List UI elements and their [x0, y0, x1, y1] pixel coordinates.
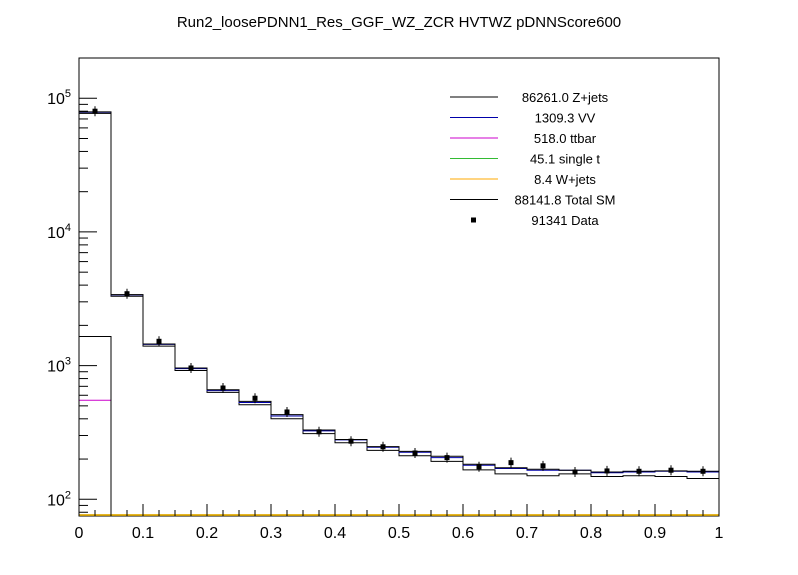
data-point-marker [572, 469, 578, 475]
series-line-0 [78, 112, 720, 516]
x-tick-label: 0.1 [132, 525, 154, 542]
legend-label: 45.1 single t [530, 152, 600, 167]
data-point-marker [316, 429, 322, 435]
data-point [476, 461, 482, 472]
legend-label: 8.4 W+jets [534, 172, 596, 187]
data-point [572, 467, 578, 478]
legend-entry: 518.0 ttbar [450, 131, 597, 146]
data-point-marker [508, 460, 514, 466]
data-point-marker [252, 395, 258, 401]
legend-entry: 86261.0 Z+jets [450, 90, 609, 105]
x-tick-label: 0.4 [324, 525, 346, 542]
data-point [188, 362, 194, 373]
data-point [700, 466, 706, 477]
data-point-marker [668, 467, 674, 473]
data-point [540, 460, 546, 471]
x-tick-label: 0.9 [644, 525, 666, 542]
data-point-marker [540, 463, 546, 469]
data-point [380, 441, 386, 452]
data-point [156, 336, 162, 347]
legend-entry: 1309.3 VV [450, 111, 596, 126]
data-point [92, 106, 98, 117]
data-point-marker [444, 455, 450, 461]
y-tick-label: 102 [47, 489, 71, 509]
data-point-marker [604, 468, 610, 474]
data-point-marker [348, 438, 354, 444]
legend-entry: 8.4 W+jets [450, 172, 596, 187]
data-point-marker [412, 450, 418, 456]
y-tick-label: 105 [47, 88, 71, 108]
data-point-marker [220, 385, 226, 391]
x-tick-label: 0 [75, 525, 84, 542]
data-point-marker [700, 468, 706, 474]
data-point [284, 406, 290, 417]
x-tick-label: 0.6 [452, 525, 474, 542]
data-point-marker [188, 365, 194, 371]
legend: 86261.0 Z+jets 1309.3 VV 518.0 ttbar 45.1 s… [450, 90, 615, 228]
legend-entry: 88141.8 Total SM [450, 193, 615, 208]
chart-title: Run2_loosePDNN1_Res_GGF_WZ_ZCR HVTWZ pDN… [177, 14, 621, 31]
legend-label: 88141.8 Total SM [515, 193, 616, 208]
legend-label: 1309.3 VV [535, 111, 596, 126]
y-tick-label: 104 [47, 222, 71, 242]
data-point-marker [380, 444, 386, 450]
data-point [316, 426, 322, 437]
legend-point-marker [471, 217, 476, 223]
data-point [604, 465, 610, 476]
x-tick-label: 0.5 [388, 525, 410, 542]
legend-label: 518.0 ttbar [534, 131, 597, 146]
data-point [124, 288, 130, 299]
data-point [508, 457, 514, 468]
legend-entry: 45.1 single t [450, 152, 600, 167]
x-tick-label: 0.3 [260, 525, 282, 542]
data-point [444, 452, 450, 463]
data-point [636, 466, 642, 477]
data-point [412, 447, 418, 458]
data-point [220, 383, 226, 394]
data-points-layer [92, 106, 706, 478]
series-layer [78, 111, 720, 516]
series-line-5 [78, 111, 720, 516]
data-point-marker [92, 108, 98, 114]
x-tick-label: 1 [715, 525, 724, 542]
data-point [668, 465, 674, 476]
axes-layer: 0 0.1 0.2 0.3 0.4 0.5 0.6 0.7 0.8 0.9 1 102 103 104 10… [47, 57, 724, 542]
data-point-marker [124, 291, 130, 297]
data-point-marker [156, 338, 162, 344]
x-tick-label: 0.8 [580, 525, 602, 542]
x-tick-label: 0.2 [196, 525, 218, 542]
y-tick-label: 103 [47, 356, 71, 376]
data-point-marker [636, 468, 642, 474]
legend-label: 86261.0 Z+jets [522, 90, 609, 105]
data-point [348, 436, 354, 447]
extra-step-line [79, 336, 112, 516]
data-point-marker [476, 464, 482, 470]
series-line-2 [78, 399, 112, 516]
legend-entry: 91341 Data [471, 213, 599, 228]
data-point [252, 393, 258, 404]
legend-label: 91341 Data [531, 213, 599, 228]
data-point-marker [284, 409, 290, 415]
x-tick-label: 0.7 [516, 525, 538, 542]
